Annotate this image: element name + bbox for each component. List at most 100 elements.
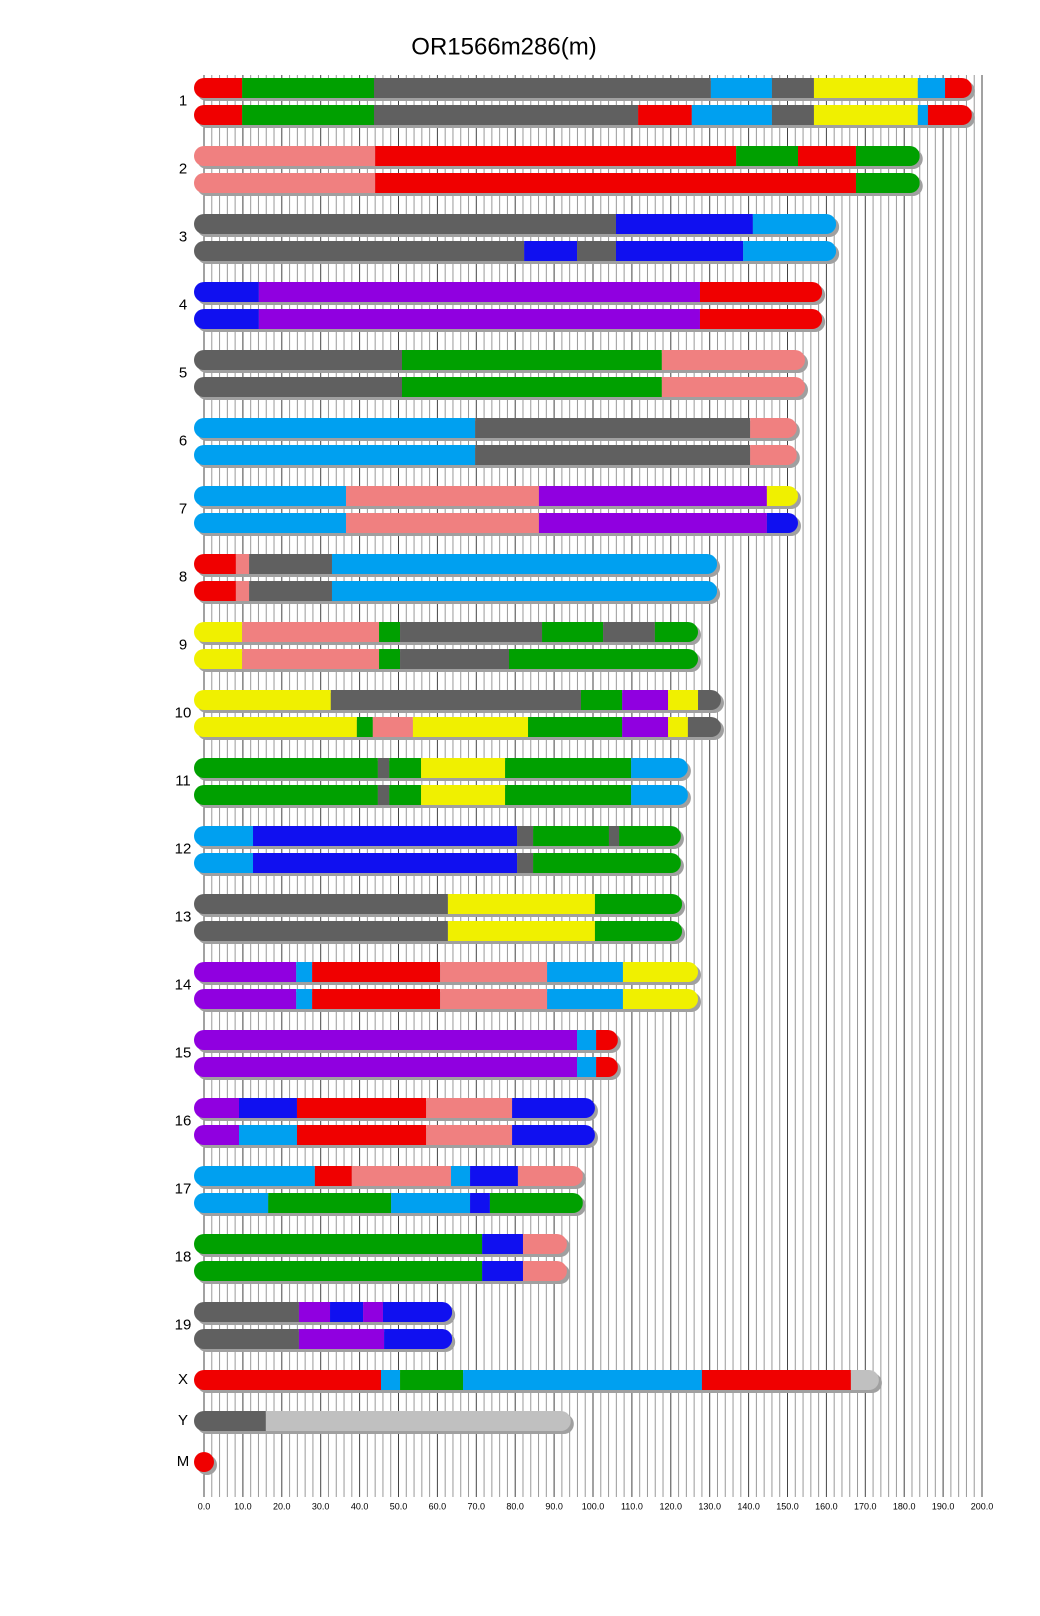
segment	[475, 445, 751, 465]
haplotype	[194, 989, 699, 1009]
haplotype	[194, 758, 688, 778]
segment	[512, 1098, 595, 1118]
segment	[194, 785, 378, 805]
segment	[750, 418, 797, 438]
segment	[194, 1030, 578, 1050]
haplotype	[194, 921, 683, 941]
segment	[194, 350, 403, 370]
segment	[373, 105, 639, 125]
segment	[194, 921, 448, 941]
chromosome-label: 17	[175, 1180, 192, 1197]
segment	[538, 486, 767, 506]
segment	[384, 1329, 453, 1349]
segment	[389, 758, 422, 778]
segment	[813, 78, 918, 98]
chromosome-label: 11	[175, 772, 191, 789]
chromosome-label: 13	[175, 908, 192, 925]
segment	[426, 1125, 513, 1145]
segment	[194, 1370, 381, 1390]
segment	[505, 785, 632, 805]
segment	[380, 1370, 401, 1390]
x-tick-label: 50.0	[390, 1501, 408, 1511]
segment	[330, 690, 581, 710]
segment	[194, 173, 376, 193]
x-tick-label: 170.0	[854, 1501, 877, 1511]
segment	[194, 78, 243, 98]
segment	[253, 853, 518, 873]
haplotype	[194, 377, 806, 397]
segment	[577, 1030, 597, 1050]
segment	[470, 1166, 518, 1186]
haplotype	[194, 1452, 214, 1472]
segment	[379, 622, 401, 642]
segment	[533, 853, 681, 873]
segment	[379, 649, 401, 669]
chromosome-label: 18	[175, 1248, 192, 1265]
segment	[743, 241, 837, 261]
haplotype	[194, 241, 837, 261]
segment	[766, 486, 799, 506]
x-tick-label: 100.0	[582, 1501, 605, 1511]
segment	[798, 146, 856, 166]
segment	[517, 826, 534, 846]
segment	[194, 758, 378, 778]
segment	[594, 921, 683, 941]
segment	[538, 513, 767, 533]
segment	[698, 690, 721, 710]
segment	[470, 1193, 490, 1213]
segment	[331, 554, 718, 574]
segment	[691, 105, 772, 125]
segment	[522, 1261, 567, 1281]
segment	[547, 962, 623, 982]
segment	[622, 989, 699, 1009]
segment	[235, 581, 250, 601]
segment	[312, 989, 441, 1009]
segment	[508, 649, 699, 669]
haplotype	[194, 146, 920, 166]
segment	[194, 989, 297, 1009]
segment	[580, 690, 623, 710]
segment	[391, 1193, 471, 1213]
x-tick-label: 20.0	[273, 1501, 291, 1511]
segment	[524, 241, 578, 261]
x-tick-label: 160.0	[815, 1501, 838, 1511]
segment	[194, 1329, 299, 1349]
segment	[194, 214, 616, 234]
segment	[375, 146, 737, 166]
haplotype	[194, 1234, 567, 1254]
haplotype	[194, 554, 718, 574]
segment	[194, 309, 259, 329]
haplotype	[194, 1193, 583, 1213]
haplotype	[194, 1166, 583, 1186]
segment	[194, 554, 236, 574]
segment	[377, 758, 390, 778]
chromosome-label: 3	[179, 228, 187, 245]
segment	[701, 1370, 851, 1390]
segment	[489, 1193, 583, 1213]
segment	[194, 853, 254, 873]
segment	[619, 826, 681, 846]
haplotype	[194, 282, 823, 302]
segment	[855, 173, 920, 193]
segment	[631, 758, 688, 778]
segment	[447, 894, 595, 914]
chromosome-label: 9	[179, 636, 187, 653]
segment	[296, 989, 313, 1009]
segment	[750, 445, 797, 465]
x-tick-label: 90.0	[545, 1501, 563, 1511]
segment	[194, 622, 243, 642]
segment	[631, 785, 688, 805]
segment	[400, 1370, 464, 1390]
segment	[603, 622, 655, 642]
segment	[194, 282, 259, 302]
segment	[482, 1234, 523, 1254]
segment	[194, 1125, 240, 1145]
segment	[475, 418, 751, 438]
chart-title: OR1566m286(m)	[411, 33, 596, 60]
segment	[194, 241, 525, 261]
x-tick-label: 190.0	[932, 1501, 955, 1511]
segment	[235, 554, 250, 574]
haplotype	[194, 894, 683, 914]
x-tick-label: 180.0	[893, 1501, 916, 1511]
segment	[194, 1057, 578, 1077]
